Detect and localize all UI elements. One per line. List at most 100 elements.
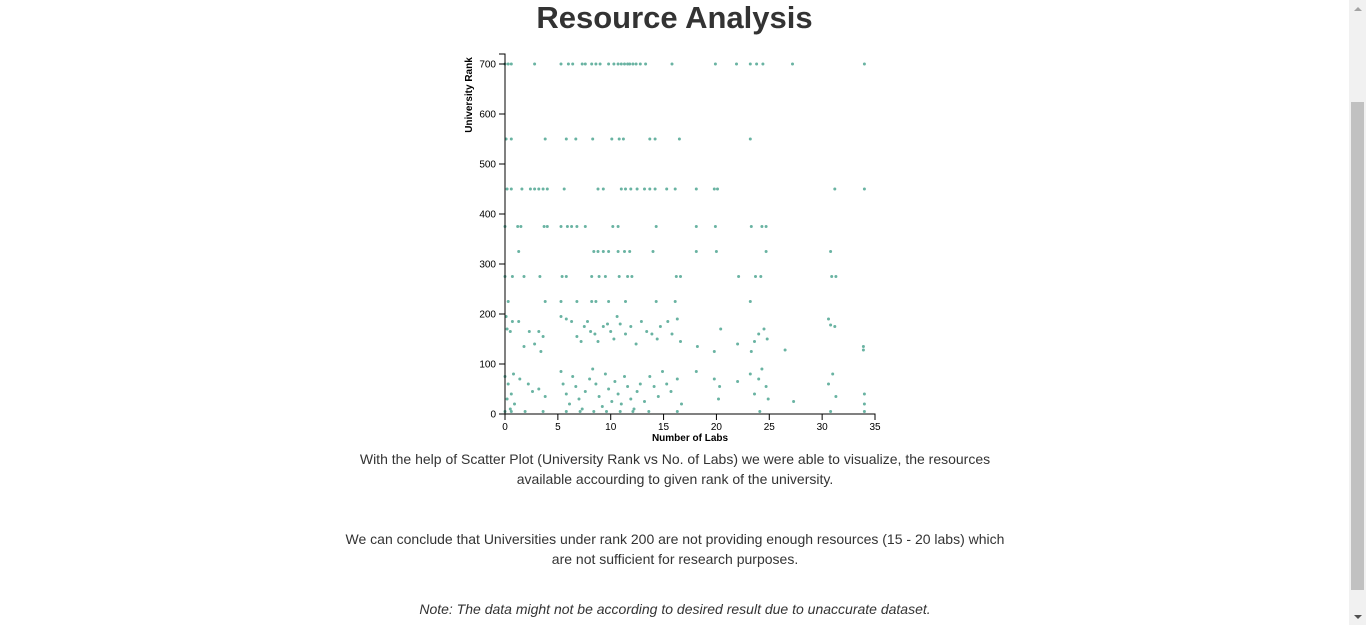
data-point	[541, 410, 545, 413]
data-point	[829, 323, 833, 327]
data-point	[520, 187, 524, 191]
data-point	[758, 410, 762, 413]
vertical-scrollbar[interactable]	[1349, 0, 1366, 625]
data-point	[559, 225, 563, 228]
data-point	[621, 137, 625, 141]
data-point	[607, 62, 611, 66]
data-point	[506, 382, 510, 386]
data-point	[713, 225, 717, 228]
y-tick-label: 400	[479, 210, 496, 221]
data-point	[522, 275, 526, 278]
data-point	[597, 395, 601, 398]
conclusion-paragraph: We can conclude that Universities under …	[345, 531, 1005, 567]
data-point	[673, 300, 677, 303]
data-point	[736, 380, 740, 383]
data-point	[594, 300, 598, 303]
data-point	[596, 187, 600, 191]
data-point	[628, 62, 632, 66]
data-point	[619, 62, 623, 66]
data-point	[564, 392, 568, 396]
data-point	[533, 62, 537, 66]
data-point	[575, 300, 579, 303]
data-point	[661, 370, 664, 373]
y-axis-line	[499, 53, 506, 415]
data-point	[629, 187, 633, 191]
data-point	[669, 390, 673, 393]
data-point	[748, 372, 752, 376]
points-layer	[503, 62, 866, 413]
x-tick-label: 35	[869, 422, 881, 433]
data-point	[628, 250, 632, 253]
data-point	[559, 315, 563, 318]
data-point	[591, 367, 595, 371]
data-point	[610, 137, 614, 141]
data-point	[635, 187, 639, 191]
data-point	[764, 385, 768, 388]
data-point	[542, 225, 546, 228]
scroll-up-button[interactable]	[1349, 0, 1366, 17]
data-point	[571, 375, 575, 378]
data-point	[531, 390, 534, 393]
data-point	[712, 187, 716, 191]
data-point	[862, 392, 866, 396]
data-point	[603, 372, 607, 376]
data-point	[648, 137, 652, 141]
x-tick-label: 15	[658, 422, 670, 433]
data-point	[658, 325, 662, 328]
data-point	[634, 342, 638, 346]
data-point	[518, 377, 522, 381]
data-point	[592, 250, 596, 253]
data-point	[635, 390, 639, 393]
data-point	[594, 62, 598, 66]
x-axis-label: Number of Labs	[652, 433, 729, 444]
data-point	[648, 187, 652, 191]
data-point	[577, 397, 581, 401]
data-point	[759, 275, 763, 278]
data-point	[596, 250, 600, 253]
data-point	[761, 62, 765, 66]
data-point	[538, 275, 542, 278]
data-point	[760, 367, 764, 371]
data-point	[827, 317, 830, 321]
data-point	[673, 187, 677, 191]
x-tick-label: 5	[555, 422, 561, 433]
x-axis: 0 5 10 15 20 25 30 35	[502, 413, 881, 433]
data-point	[670, 332, 674, 336]
data-point	[605, 410, 608, 413]
data-point	[827, 382, 830, 386]
data-point	[716, 187, 719, 191]
data-point	[578, 410, 582, 413]
data-point	[861, 345, 865, 348]
data-point	[561, 382, 565, 386]
data-point	[643, 187, 646, 191]
data-point	[575, 225, 579, 228]
description-paragraph: With the help of Scatter Plot (Universit…	[359, 451, 991, 487]
data-point	[654, 225, 658, 228]
data-point	[509, 410, 513, 413]
data-point	[643, 400, 646, 403]
data-point	[629, 397, 633, 401]
data-point	[632, 407, 636, 411]
data-point	[675, 317, 679, 321]
data-point	[654, 300, 658, 303]
data-point	[583, 225, 587, 228]
data-point	[617, 137, 621, 141]
data-point	[588, 377, 592, 381]
data-point	[674, 275, 678, 278]
scrollbar-thumb[interactable]	[1351, 102, 1364, 590]
data-point	[583, 62, 587, 66]
data-point	[601, 187, 605, 191]
data-point	[626, 62, 630, 66]
data-point	[757, 377, 761, 381]
data-point	[717, 397, 720, 401]
data-point	[644, 62, 648, 66]
data-point	[570, 320, 574, 323]
data-point	[652, 385, 656, 388]
data-point	[508, 330, 512, 333]
data-point	[617, 275, 621, 278]
data-point	[833, 187, 837, 191]
data-point	[753, 392, 756, 396]
scroll-down-button[interactable]	[1349, 608, 1366, 625]
data-point	[694, 370, 698, 373]
data-point	[650, 332, 654, 336]
